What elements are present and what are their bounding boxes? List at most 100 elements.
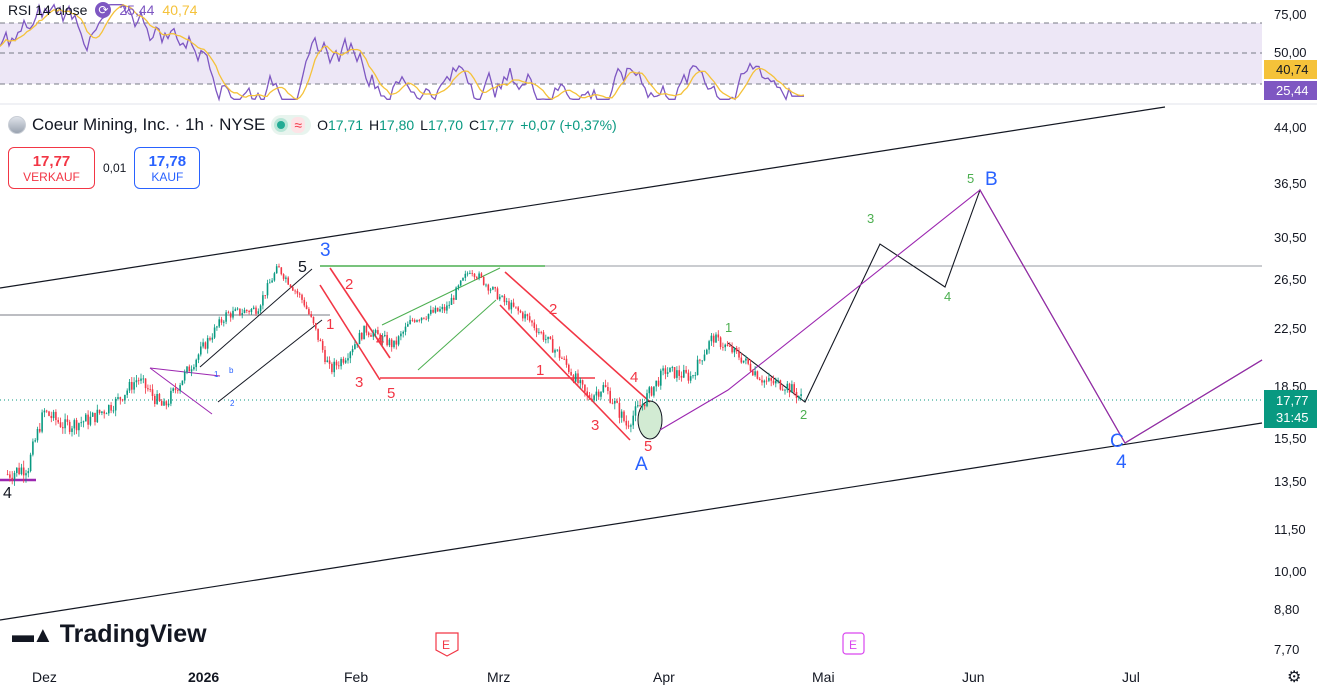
market-status-pill[interactable]: ≈ — [271, 115, 312, 135]
candle-body — [712, 335, 715, 343]
candle-body — [742, 360, 745, 363]
candle-body — [45, 410, 48, 412]
candle-body — [167, 403, 170, 406]
candle-body — [763, 380, 766, 383]
candle-body — [584, 384, 586, 392]
candle-body — [441, 306, 444, 310]
price-axis[interactable]: 44,0036,5030,5026,5022,5018,5015,5013,50… — [1274, 120, 1307, 657]
candle-body — [519, 310, 522, 313]
candle-body — [726, 344, 729, 346]
candle-body — [105, 413, 108, 415]
candle-body — [250, 308, 253, 313]
candle-body — [551, 339, 554, 353]
buy-button[interactable]: 17,78 KAUF — [134, 147, 201, 189]
candle-body — [213, 327, 216, 338]
candle-body — [687, 372, 690, 381]
candle-body — [572, 375, 575, 382]
channel-upper[interactable] — [0, 106, 1166, 289]
price-tick-label: 11,50 — [1274, 522, 1306, 537]
candle-body — [600, 391, 602, 397]
rsi-ma-tag-text: 40,74 — [1276, 62, 1309, 77]
candle-body — [634, 406, 637, 416]
refresh-icon[interactable]: ⟳ — [95, 2, 112, 18]
candle-body — [71, 428, 73, 432]
candle-body — [6, 474, 9, 476]
candle-body — [729, 345, 731, 347]
candle-body — [285, 277, 287, 279]
projection-black[interactable] — [727, 188, 1263, 444]
candle-body — [365, 325, 368, 333]
candle-body — [209, 338, 211, 340]
candle-body — [234, 309, 237, 311]
wave-label-r4b: 4 — [630, 369, 638, 386]
candle-body — [197, 354, 200, 360]
candle-body — [41, 412, 43, 432]
candle-body — [305, 305, 308, 309]
candle-body — [289, 284, 292, 288]
candle-body — [179, 385, 181, 391]
channel-lower[interactable] — [0, 422, 1263, 621]
rsi-legend[interactable]: RSI 14 close ⟳ 25,44 40,74 — [8, 2, 197, 18]
rsi-axis-50: 50,00 — [1274, 45, 1307, 60]
candle-body — [512, 302, 515, 307]
candle-body — [620, 411, 623, 418]
candle-body — [765, 380, 768, 382]
candle-body — [510, 302, 513, 310]
candle-body — [335, 361, 338, 366]
candle-body — [13, 472, 16, 480]
candle-body — [455, 287, 457, 300]
wave-label-r2b: 2 — [549, 301, 557, 318]
symbol-header[interactable]: Coeur Mining, Inc. · 1h · NYSE ≈ O17,71 … — [8, 115, 617, 135]
candle-body — [239, 308, 241, 315]
candle-body — [710, 335, 713, 342]
sell-label: VERKAUF — [23, 169, 80, 184]
candle-body — [588, 395, 591, 399]
settings-gear-icon[interactable]: ⚙ — [1287, 669, 1302, 686]
projection-purple[interactable] — [659, 189, 1263, 444]
green-channel[interactable] — [381, 267, 501, 371]
candle-body — [262, 295, 264, 306]
red-correction[interactable] — [319, 267, 651, 441]
candle-body — [163, 401, 165, 406]
candle-body — [556, 349, 559, 351]
earnings-marker-1[interactable]: E — [435, 632, 459, 657]
candle-body — [411, 319, 414, 321]
tradingview-logo[interactable]: ▬▲ TradingView — [12, 620, 207, 649]
candle-body — [379, 334, 381, 342]
wave-label-r3b: 3 — [591, 417, 599, 434]
candle-body — [747, 358, 749, 364]
candle-body — [409, 319, 411, 325]
wave-label-r2: 2 — [345, 276, 353, 293]
time-axis[interactable]: Dez 2026 Feb Mrz Apr Mai Jun Jul — [32, 669, 1140, 685]
earnings-marker-2[interactable]: E — [842, 632, 865, 655]
impulse-channel[interactable] — [199, 268, 323, 403]
candle-body — [89, 416, 92, 425]
candle-body — [427, 313, 430, 319]
candle-body — [144, 378, 147, 389]
candle-body — [526, 314, 529, 317]
candle-body — [278, 266, 280, 268]
candle-body — [349, 352, 352, 359]
candle-body — [650, 387, 653, 396]
sell-button[interactable]: 17,77 VERKAUF — [8, 147, 95, 189]
candle-body — [232, 310, 234, 318]
candle-body — [372, 332, 375, 337]
candle-body — [432, 309, 434, 313]
candle-body — [229, 313, 232, 318]
candle-body — [236, 308, 239, 310]
candle-body — [632, 415, 634, 426]
candle-body — [326, 360, 329, 363]
candle-body — [39, 428, 41, 432]
rsi-ma-tag — [1264, 60, 1317, 79]
wave-label-s2: 2 — [230, 399, 235, 408]
symbol-title[interactable]: Coeur Mining, Inc. · 1h · NYSE — [32, 115, 266, 134]
candle-body — [395, 340, 398, 345]
wave-label-r5b: 5 — [644, 438, 652, 455]
last-price-text: 17,77 — [1276, 393, 1309, 408]
candle-body — [561, 357, 563, 359]
time-label-mai: Mai — [812, 669, 835, 685]
candle-body — [149, 389, 151, 391]
candle-body — [200, 346, 202, 355]
candle-body — [616, 400, 618, 403]
